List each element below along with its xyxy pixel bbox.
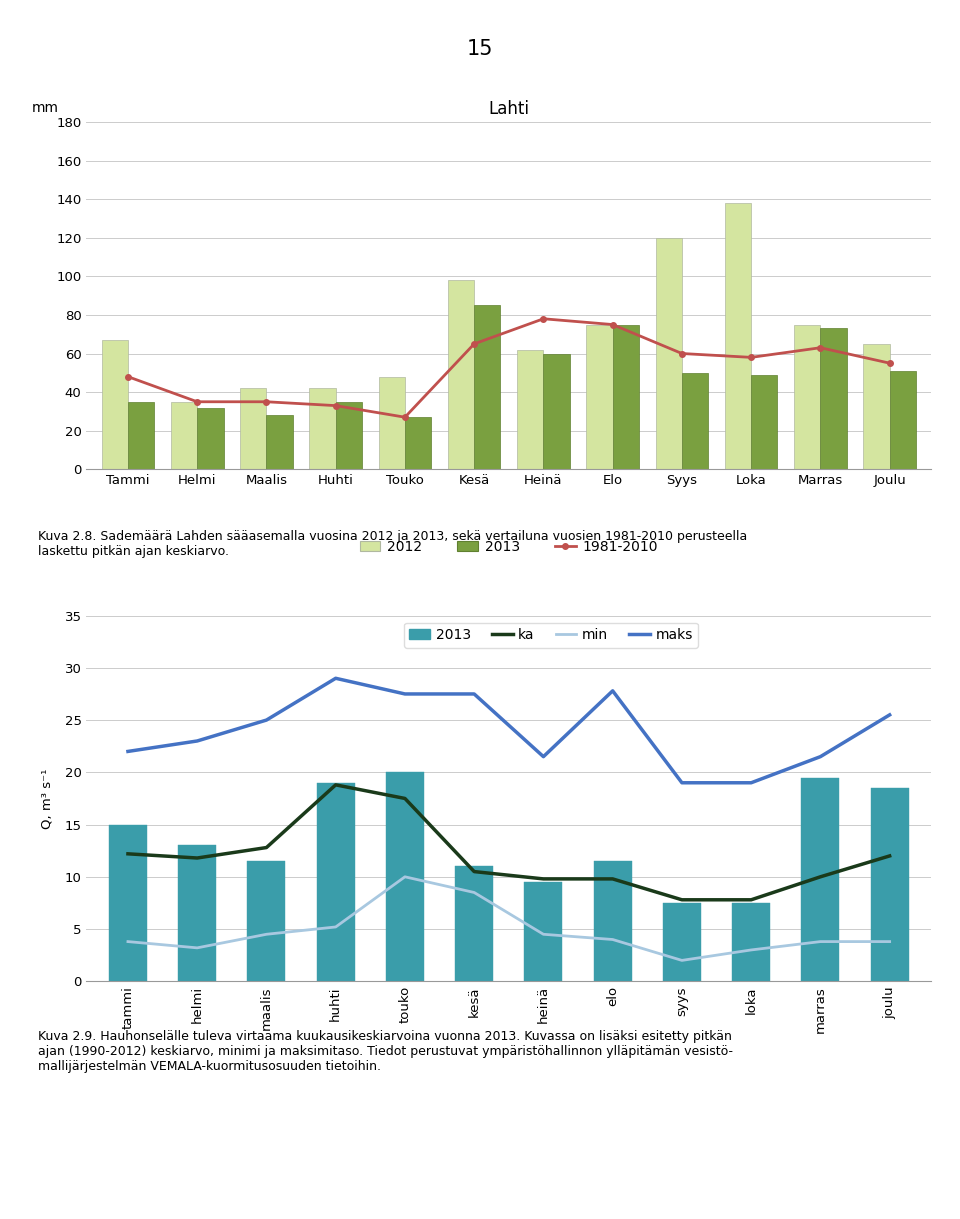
Bar [725, 202, 751, 469]
Bar [448, 280, 474, 469]
Bar [248, 861, 285, 981]
Title: Lahti: Lahti [489, 100, 529, 117]
Bar [108, 824, 147, 981]
Bar [179, 846, 216, 981]
Bar [336, 402, 362, 469]
Bar [171, 402, 197, 469]
Bar [863, 344, 890, 469]
Bar [517, 350, 543, 469]
Text: Kuva 2.9. Hauhonselälle tuleva virtaama kuukausikeskiarvoina vuonna 2013. Kuvass: Kuva 2.9. Hauhonselälle tuleva virtaama … [38, 1030, 733, 1073]
Bar [543, 354, 569, 469]
Bar [197, 407, 224, 469]
Bar [794, 324, 821, 469]
Legend: 2012, 2013, 1981-2010: 2012, 2013, 1981-2010 [354, 535, 663, 560]
Bar [732, 903, 770, 981]
Bar [309, 388, 336, 469]
Bar [682, 373, 708, 469]
Text: 15: 15 [467, 39, 493, 59]
Bar [751, 374, 778, 469]
Bar [802, 778, 839, 981]
Bar [587, 324, 612, 469]
Bar [662, 903, 701, 981]
Bar [612, 324, 639, 469]
Bar [656, 238, 682, 469]
Bar [871, 787, 909, 981]
Bar [267, 416, 293, 469]
Bar [455, 867, 493, 981]
Bar [524, 883, 563, 981]
Bar [821, 328, 847, 469]
Text: mm: mm [32, 101, 59, 115]
Bar [405, 417, 431, 469]
Text: Kuva 2.8. Sademäärä Lahden sääasemalla vuosina 2012 ja 2013, sekä vertailuna vuo: Kuva 2.8. Sademäärä Lahden sääasemalla v… [38, 530, 748, 558]
Bar [474, 305, 500, 469]
Bar [102, 340, 128, 469]
Bar [317, 783, 355, 981]
Bar [386, 773, 424, 981]
Bar [378, 377, 405, 469]
Bar [890, 371, 916, 469]
Bar [128, 402, 155, 469]
Legend: 2013, ka, min, maks: 2013, ka, min, maks [404, 623, 698, 647]
Y-axis label: Q, m³ s⁻¹: Q, m³ s⁻¹ [40, 768, 54, 829]
Bar [593, 861, 632, 981]
Bar [240, 388, 267, 469]
